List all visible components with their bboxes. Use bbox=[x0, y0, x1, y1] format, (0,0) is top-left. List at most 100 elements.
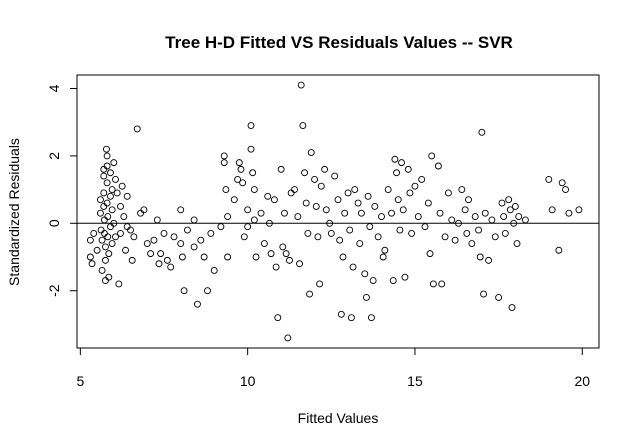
data-point bbox=[301, 169, 308, 177]
data-point bbox=[103, 152, 111, 160]
data-point bbox=[270, 196, 278, 204]
data-point bbox=[396, 226, 404, 234]
data-point bbox=[250, 216, 258, 224]
data-point bbox=[384, 186, 392, 194]
data-point bbox=[317, 182, 325, 190]
data-point bbox=[160, 229, 168, 237]
data-point bbox=[249, 169, 257, 177]
data-point bbox=[103, 199, 111, 207]
data-point bbox=[86, 236, 94, 244]
data-point bbox=[222, 186, 230, 194]
data-point bbox=[406, 189, 414, 197]
data-point bbox=[101, 277, 109, 285]
data-point bbox=[257, 209, 265, 217]
data-point bbox=[108, 240, 116, 247]
data-point bbox=[100, 229, 108, 237]
data-point bbox=[287, 189, 295, 197]
data-point bbox=[513, 240, 521, 247]
data-point bbox=[354, 199, 362, 207]
data-point bbox=[155, 260, 163, 268]
data-point bbox=[388, 209, 395, 217]
x-tick-label: 20 bbox=[574, 373, 590, 389]
data-point bbox=[468, 240, 476, 247]
data-point bbox=[488, 216, 496, 224]
data-point bbox=[498, 199, 506, 207]
chart-title: Tree H-D Fitted VS Residuals Values -- S… bbox=[165, 33, 513, 52]
data-point bbox=[307, 149, 315, 156]
x-tick-label: 10 bbox=[240, 373, 256, 389]
data-point bbox=[230, 196, 238, 204]
data-point bbox=[505, 196, 513, 204]
data-point bbox=[190, 216, 198, 224]
data-point bbox=[414, 213, 422, 221]
data-point bbox=[123, 223, 131, 231]
data-point bbox=[349, 263, 357, 271]
data-point bbox=[177, 206, 185, 214]
data-point bbox=[274, 314, 282, 322]
data-point bbox=[357, 209, 365, 217]
data-point bbox=[224, 213, 232, 221]
data-point bbox=[137, 209, 145, 217]
data-point bbox=[438, 280, 446, 288]
data-point bbox=[100, 172, 108, 180]
data-point bbox=[347, 314, 355, 322]
data-point bbox=[478, 128, 486, 136]
data-point bbox=[110, 219, 118, 227]
data-point bbox=[297, 81, 305, 89]
data-point bbox=[178, 253, 186, 261]
data-point bbox=[327, 229, 335, 237]
data-point bbox=[491, 233, 499, 241]
data-point bbox=[220, 152, 228, 160]
data-point bbox=[448, 216, 456, 224]
x-axis-label: Fitted Values bbox=[298, 410, 379, 426]
data-point bbox=[118, 182, 126, 190]
data-point bbox=[408, 229, 416, 237]
data-point bbox=[434, 162, 442, 170]
data-point bbox=[252, 253, 260, 261]
data-point bbox=[368, 314, 375, 322]
data-point bbox=[260, 240, 268, 247]
data-point bbox=[339, 253, 347, 261]
data-point bbox=[451, 236, 459, 244]
data-point bbox=[393, 169, 401, 177]
data-point bbox=[244, 223, 252, 231]
data-point bbox=[96, 209, 104, 217]
data-point bbox=[264, 192, 272, 200]
data-point bbox=[117, 229, 124, 237]
data-point bbox=[555, 246, 563, 254]
data-point bbox=[102, 145, 110, 153]
data-point bbox=[130, 233, 138, 241]
data-point bbox=[100, 189, 108, 197]
data-point bbox=[461, 206, 469, 214]
data-point bbox=[399, 206, 407, 214]
data-point bbox=[471, 213, 479, 221]
data-point bbox=[122, 246, 129, 254]
data-point bbox=[361, 270, 369, 278]
data-point bbox=[100, 165, 108, 173]
data-point bbox=[321, 165, 329, 173]
data-point bbox=[240, 233, 248, 241]
data-point bbox=[495, 293, 503, 301]
data-point bbox=[364, 192, 372, 200]
data-point bbox=[123, 192, 131, 200]
data-point bbox=[306, 290, 314, 298]
data-point bbox=[279, 243, 287, 251]
data-point bbox=[265, 219, 273, 227]
data-point bbox=[346, 226, 354, 234]
data-point bbox=[157, 250, 165, 258]
data-point bbox=[394, 196, 402, 204]
data-point bbox=[267, 250, 275, 258]
data-point bbox=[113, 189, 121, 197]
data-point bbox=[441, 233, 449, 241]
data-point bbox=[177, 240, 185, 247]
data-point bbox=[117, 202, 124, 210]
data-point bbox=[500, 213, 508, 221]
data-point bbox=[341, 209, 349, 217]
data-point bbox=[237, 165, 245, 173]
data-point bbox=[510, 219, 518, 227]
data-point bbox=[247, 145, 255, 153]
y-axis-label: Standardized Residuals bbox=[6, 138, 22, 286]
y-tick-label: 4 bbox=[46, 84, 62, 92]
data-point bbox=[444, 189, 452, 197]
